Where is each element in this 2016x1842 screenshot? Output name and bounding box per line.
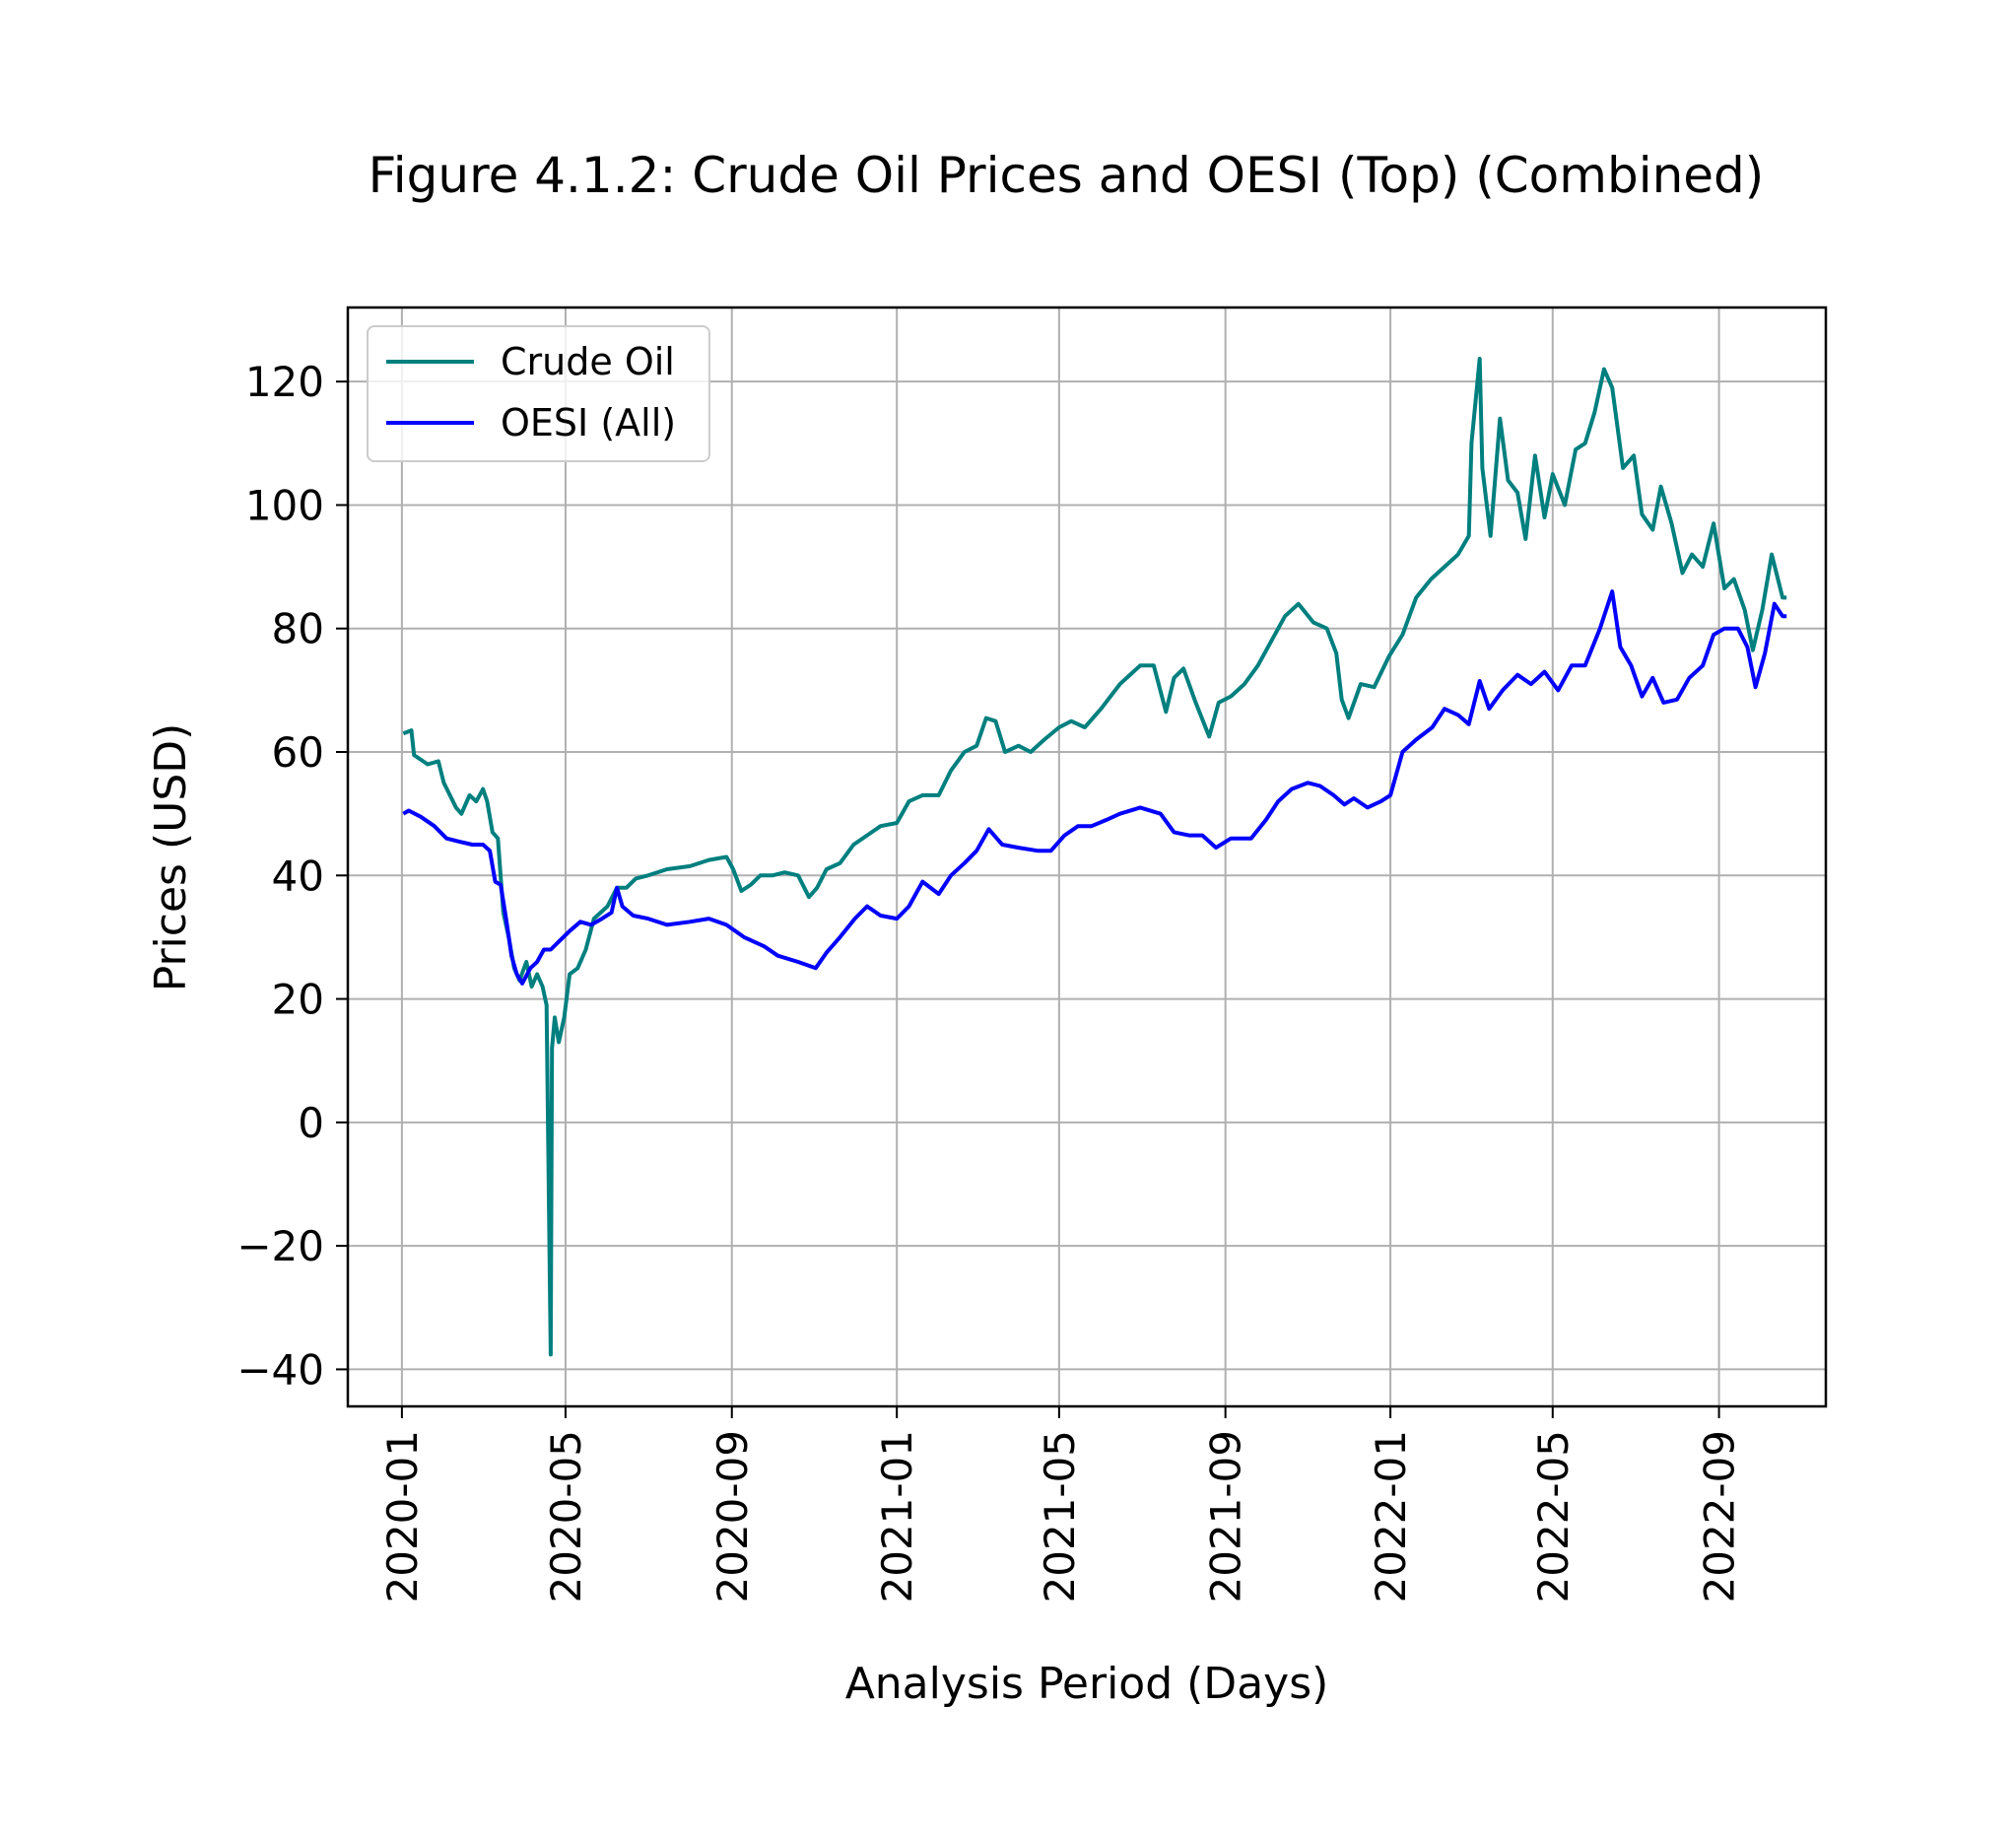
y-tick-label: −20	[236, 1222, 324, 1270]
x-tick-label: 2021-09	[1202, 1430, 1250, 1603]
y-tick-label: 120	[245, 358, 324, 406]
legend-label-oesi: OESI (All)	[501, 401, 676, 444]
x-tick-label: 2022-01	[1367, 1430, 1415, 1603]
chart-title: Figure 4.1.2: Crude Oil Prices and OESI …	[369, 147, 1765, 204]
y-axis: −40 −20 0 20 40 60 80 100 120	[236, 358, 348, 1394]
legend: Crude Oil OESI (All)	[367, 325, 710, 462]
x-axis-label: Analysis Period (Days)	[845, 1659, 1329, 1709]
x-tick-label: 2022-05	[1529, 1430, 1578, 1603]
plot-frame	[346, 306, 1828, 1408]
x-tick-label: 2020-05	[542, 1430, 590, 1603]
y-tick-label: 100	[245, 481, 324, 529]
y-tick-label: 80	[272, 605, 324, 653]
x-tick-label: 2020-01	[378, 1430, 427, 1603]
x-tick-label: 2022-09	[1696, 1430, 1744, 1603]
y-tick-label: 0	[298, 1099, 324, 1147]
y-tick-label: 60	[272, 728, 324, 777]
x-axis: 2020-01 2020-05 2020-09 2021-01 2021-05 2021-…	[378, 1406, 1744, 1603]
legend-label-crude-oil: Crude Oil	[501, 340, 675, 383]
y-tick-label: 20	[272, 976, 324, 1024]
y-axis-label: Prices (USD)	[146, 723, 196, 992]
y-tick-label: −40	[236, 1345, 324, 1394]
series-line-oesi-all	[402, 589, 1787, 986]
x-tick-label: 2021-05	[1036, 1430, 1084, 1603]
series-group	[402, 357, 1787, 1357]
y-tick-label: 40	[272, 852, 324, 900]
series-line-crude-oil	[402, 357, 1787, 1357]
x-tick-label: 2020-09	[708, 1430, 757, 1603]
x-tick-label: 2021-01	[873, 1430, 921, 1603]
